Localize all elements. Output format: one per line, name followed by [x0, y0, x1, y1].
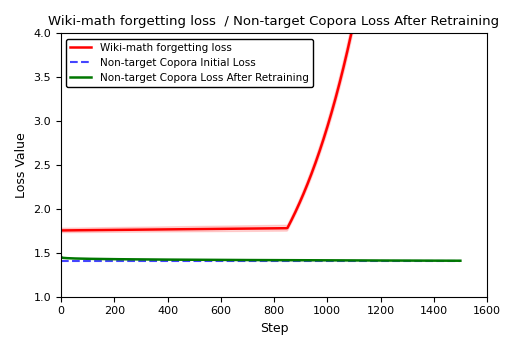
Non-target Copora Initial Loss	[248, 259, 254, 263]
Non-target Copora Initial Loss	[250, 259, 256, 263]
Wiki-math forgetting loss	[296, 203, 302, 207]
Line: Wiki-math forgetting loss: Wiki-math forgetting loss	[61, 0, 460, 230]
Non-target Copora Initial Loss	[58, 259, 64, 263]
Non-target Copora Initial Loss	[457, 259, 463, 263]
Non-target Copora Initial Loss	[274, 259, 280, 263]
Non-target Copora Loss After Retraining	[250, 258, 256, 262]
Y-axis label: Loss Value: Loss Value	[15, 132, 28, 198]
Non-target Copora Initial Loss	[296, 259, 302, 263]
Non-target Copora Loss After Retraining	[385, 258, 392, 262]
Wiki-math forgetting loss	[250, 226, 256, 231]
Non-target Copora Loss After Retraining	[248, 258, 254, 262]
Non-target Copora Initial Loss	[448, 259, 454, 263]
Wiki-math forgetting loss	[58, 228, 64, 232]
Title: Wiki-math forgetting loss  / Non-target Copora Loss After Retraining: Wiki-math forgetting loss / Non-target C…	[49, 15, 499, 28]
Line: Non-target Copora Loss After Retraining: Non-target Copora Loss After Retraining	[61, 257, 460, 261]
Wiki-math forgetting loss	[248, 226, 254, 231]
X-axis label: Step: Step	[260, 322, 288, 335]
Non-target Copora Loss After Retraining	[296, 258, 302, 262]
Non-target Copora Initial Loss	[385, 259, 392, 263]
Legend: Wiki-math forgetting loss, Non-target Copora Initial Loss, Non-target Copora Los: Wiki-math forgetting loss, Non-target Co…	[66, 38, 313, 87]
Non-target Copora Loss After Retraining	[274, 258, 280, 262]
Non-target Copora Loss After Retraining	[58, 255, 64, 259]
Wiki-math forgetting loss	[274, 226, 280, 230]
Non-target Copora Loss After Retraining	[448, 259, 454, 263]
Non-target Copora Loss After Retraining	[457, 259, 463, 263]
